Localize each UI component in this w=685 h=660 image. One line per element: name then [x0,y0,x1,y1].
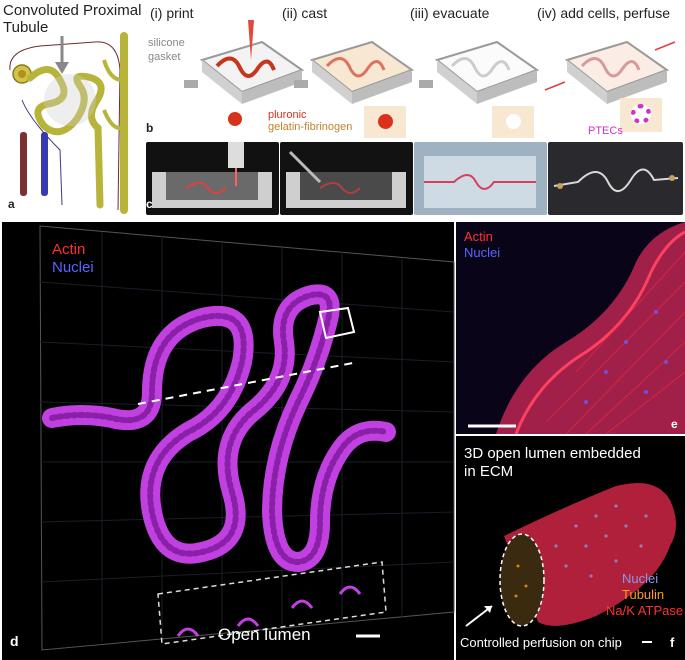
actin-micrograph [468,222,685,434]
panel-f-atpase: Na/K ATPase [606,603,684,618]
panel-e-actin: Actin [464,229,493,244]
perfusion-caption: Controlled perfusion on chip [460,635,622,650]
ptec-ring [631,104,651,124]
panel-e-nuclei: Nuclei [464,245,501,260]
panel-f-title-line2: in ECM [464,463,514,480]
panel-f-nuclei: Nuclei [622,571,659,586]
panel-d-nuclei: Nuclei [52,259,94,276]
chip-cast-drawing [294,40,415,104]
tubule-3d-render [39,225,455,651]
panel-a-letter: a [8,197,15,211]
panel-f-letter: f [670,635,675,650]
pluronic-swatch [228,112,242,126]
nephron-illustration [9,32,128,214]
open-lumen-label: Open lumen [218,625,311,644]
chip-print-drawing [184,20,305,104]
panel-d-actin: Actin [52,241,86,258]
gasket-label-1: silicone [148,37,185,49]
panel-f-title-line1: 3D open lumen embedded [464,445,641,462]
panel-b-letter: b [146,121,154,135]
step-evacuate: (iii) evacuate [410,5,490,21]
panel-d-letter: d [10,633,19,649]
chip-perfuse-drawing [544,40,676,104]
panel-a-title-line2: Tubule [3,19,49,36]
panel-c: c [142,142,685,215]
evacuate-dot [506,114,521,129]
gelatin-label: gelatin-fibrinogen [268,121,353,133]
panel-d: Actin Nuclei Open lumen d [2,222,455,660]
panel-b: (i) print (ii) cast (iii) evacuate (iv) … [142,0,685,140]
photo-printing [146,142,279,215]
panel-a: Convoluted Proximal Tubule a [0,0,142,215]
pluronic-label: pluronic [268,109,307,121]
step-cast: (ii) cast [282,5,328,21]
photo-perfused [548,142,683,215]
photo-casting [280,142,413,215]
step-add-cells: (iv) add cells, perfuse [537,5,671,21]
panel-a-title-line1: Convoluted Proximal [3,2,142,19]
panel-f: 3D open lumen embedded in ECM Nuclei Tub… [456,436,685,660]
panel-c-letter: c [146,197,153,211]
ptecs-label: PTECs [588,125,623,137]
cast-dot [378,114,393,129]
panel-f-tubulin: Tubulin [622,587,665,602]
panel-e: Actin Nuclei e [456,222,685,434]
step-print: (i) print [150,5,194,21]
gasket-label-2: gasket [148,51,181,63]
chip-evacuate-drawing [419,40,540,104]
lumen-cylinder-render [465,483,676,643]
photo-evacuated [414,142,547,215]
panel-e-letter: e [671,417,678,431]
